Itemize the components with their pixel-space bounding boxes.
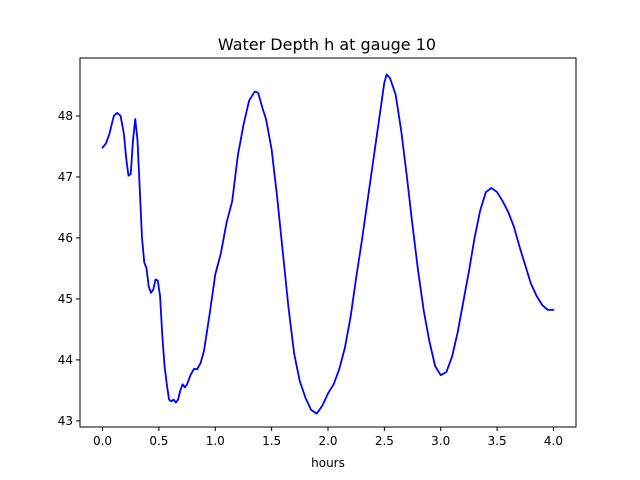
x-tick-label: 2.0 [318, 434, 337, 448]
x-axis: 0.0 0.5 1.0 1.5 2.0 2.5 3.0 3.5 4.0 [93, 427, 563, 448]
y-tick-label: 44 [58, 353, 73, 367]
plot-area [101, 73, 555, 415]
x-tick-label: 4.0 [544, 434, 563, 448]
y-tick-label: 48 [58, 109, 73, 123]
y-tick-label: 46 [58, 231, 73, 245]
series-line-0 [101, 73, 555, 415]
chart-title: Water Depth h at gauge 10 [218, 35, 436, 54]
x-tick-label: 2.5 [375, 434, 394, 448]
y-tick-label: 47 [58, 170, 73, 184]
x-tick-label: 3.5 [488, 434, 507, 448]
x-axis-label: hours [311, 456, 345, 470]
y-tick-label: 45 [58, 292, 73, 306]
x-tick-label: 0.5 [149, 434, 168, 448]
x-tick-label: 0.0 [93, 434, 112, 448]
y-tick-label: 43 [58, 414, 73, 428]
x-tick-label: 1.0 [206, 434, 225, 448]
x-tick-label: 3.0 [431, 434, 450, 448]
x-tick-label: 1.5 [262, 434, 281, 448]
y-axis: 43 44 45 46 47 48 [58, 109, 80, 428]
